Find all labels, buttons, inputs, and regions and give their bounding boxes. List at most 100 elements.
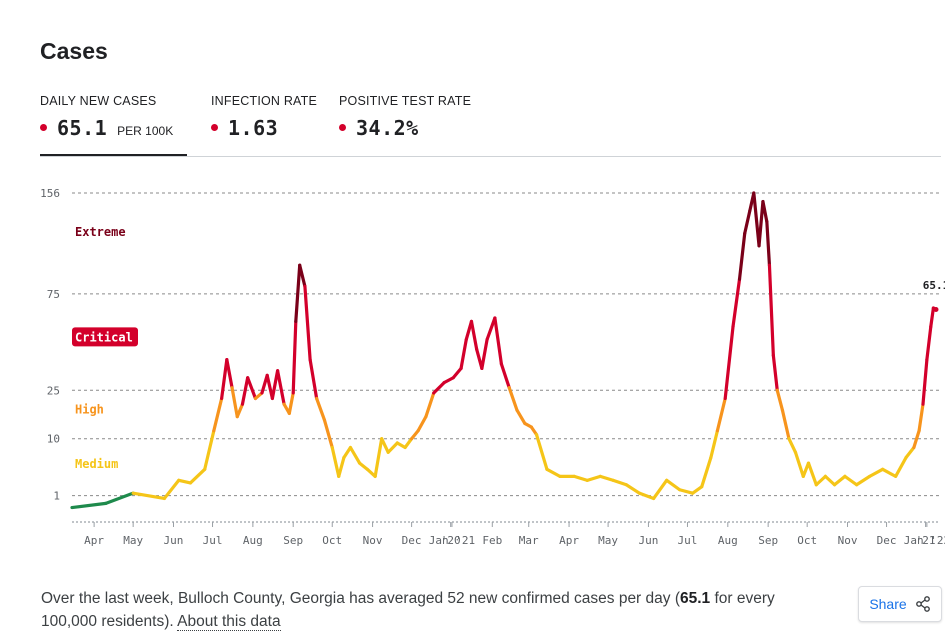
series-segment xyxy=(925,325,933,362)
x-tick-label: Jan '22 xyxy=(904,534,945,547)
tab-infection-rate[interactable]: INFECTION RATE 1.63 xyxy=(211,94,321,156)
x-tick-label: Feb xyxy=(482,534,502,547)
series-segment xyxy=(881,467,898,478)
series-segment xyxy=(700,455,713,489)
series-segment xyxy=(275,369,286,406)
x-tick-label: Jun xyxy=(638,534,658,547)
tab-positive-test-rate[interactable]: POSITIVE TEST RATE 34.2% xyxy=(339,94,471,156)
series-segment xyxy=(315,396,327,422)
series-segment xyxy=(917,402,925,433)
series-segment xyxy=(787,437,798,454)
tab-daily-new-cases[interactable]: DAILY NEW CASES 65.1 PER 100K xyxy=(40,94,187,156)
x-tick-label: Sep xyxy=(283,534,303,547)
share-button[interactable]: Share xyxy=(858,586,942,622)
share-label: Share xyxy=(869,596,907,612)
series-segment xyxy=(403,437,414,450)
series-segment xyxy=(823,474,837,487)
series-segment xyxy=(757,199,765,248)
x-tick-label: Jan '21 xyxy=(429,534,475,547)
series-segment xyxy=(499,362,511,390)
series-segment xyxy=(104,491,135,505)
series-segment xyxy=(322,418,334,450)
series-segment xyxy=(416,415,428,433)
series-segment xyxy=(380,437,390,454)
series-segment xyxy=(624,483,641,495)
summary-highlight: 65.1 xyxy=(680,590,711,607)
series-segment xyxy=(188,467,207,485)
tab-label: INFECTION RATE xyxy=(211,94,318,108)
series-segment xyxy=(235,402,245,419)
series-segment xyxy=(291,319,298,395)
series-segment xyxy=(765,220,772,267)
series-segment xyxy=(545,467,562,478)
about-data-link[interactable]: About this data xyxy=(177,613,281,631)
x-tick-label: May xyxy=(598,534,618,547)
last-value-label: 65.1 xyxy=(923,279,945,292)
page-title: Cases xyxy=(40,38,108,64)
level-label-extreme: Extreme xyxy=(75,225,126,239)
x-tick-label: Apr xyxy=(84,534,104,547)
series-segment xyxy=(585,474,602,482)
series-segment xyxy=(715,396,727,433)
series-segment xyxy=(723,325,735,401)
series-segment xyxy=(342,445,353,460)
x-tick-label: Aug xyxy=(243,534,263,547)
series-segment xyxy=(678,488,695,495)
series-segment xyxy=(921,358,929,406)
series-segment xyxy=(131,491,166,501)
series-segment xyxy=(752,191,761,248)
y-tick-label: 1 xyxy=(53,490,60,503)
series-segment xyxy=(652,478,669,501)
status-dot xyxy=(211,124,218,131)
share-icon xyxy=(915,596,930,612)
series-segment xyxy=(637,491,656,501)
series-segment xyxy=(737,231,747,281)
series-segment xyxy=(572,474,589,482)
x-tick-label: Apr xyxy=(559,534,579,547)
positive-test-rate-value: 34.2% xyxy=(356,116,419,140)
level-label-medium: Medium xyxy=(75,457,118,471)
series-segment xyxy=(709,429,719,460)
series-segment xyxy=(912,429,921,450)
series-segment xyxy=(793,450,805,478)
series-segment xyxy=(771,353,779,392)
series-segment xyxy=(348,445,362,465)
series-segment xyxy=(515,408,527,426)
level-label-high: High xyxy=(75,402,104,416)
daily-new-cases-value: 65.1 xyxy=(57,116,108,140)
y-tick-label: 156 xyxy=(40,187,60,200)
x-tick-label: '21 xyxy=(916,534,936,547)
x-tick-label: Dec xyxy=(402,534,422,547)
series-segment xyxy=(767,263,775,358)
series-segment xyxy=(410,429,420,441)
y-tick-label: 25 xyxy=(47,384,60,397)
series-segment xyxy=(843,474,859,487)
series-segment xyxy=(904,445,916,460)
series-segment xyxy=(485,316,497,342)
series-segment xyxy=(424,391,436,419)
series-segment xyxy=(225,358,234,390)
x-tick-label: Jul xyxy=(678,534,698,547)
series-segment xyxy=(386,441,399,454)
series-segment xyxy=(230,386,239,419)
tab-label: DAILY NEW CASES xyxy=(40,94,157,108)
series-segment xyxy=(868,467,885,478)
x-tick-label: Dec xyxy=(877,534,897,547)
series-segment xyxy=(442,376,455,385)
y-tick-label: 75 xyxy=(47,288,60,301)
series-segment xyxy=(298,263,307,288)
series-segment xyxy=(177,478,193,485)
cases-chart: 1 10 25 75 156 Medium High Critical Extreme Apr Ma… xyxy=(40,187,945,547)
summary-before: Over the last week, Bulloch County, Geor… xyxy=(41,590,680,607)
x-tick-label: Aug xyxy=(718,534,738,547)
series-segment xyxy=(731,277,742,329)
series-segment xyxy=(611,478,628,487)
series-segment xyxy=(534,433,549,471)
x-tick-label: Oct xyxy=(797,534,817,547)
series-segment xyxy=(761,199,769,224)
series-segment xyxy=(780,408,791,441)
series-segment xyxy=(832,474,847,487)
series-segment xyxy=(459,337,468,371)
infection-rate-value: 1.63 xyxy=(228,116,279,140)
series-segment xyxy=(743,208,752,236)
